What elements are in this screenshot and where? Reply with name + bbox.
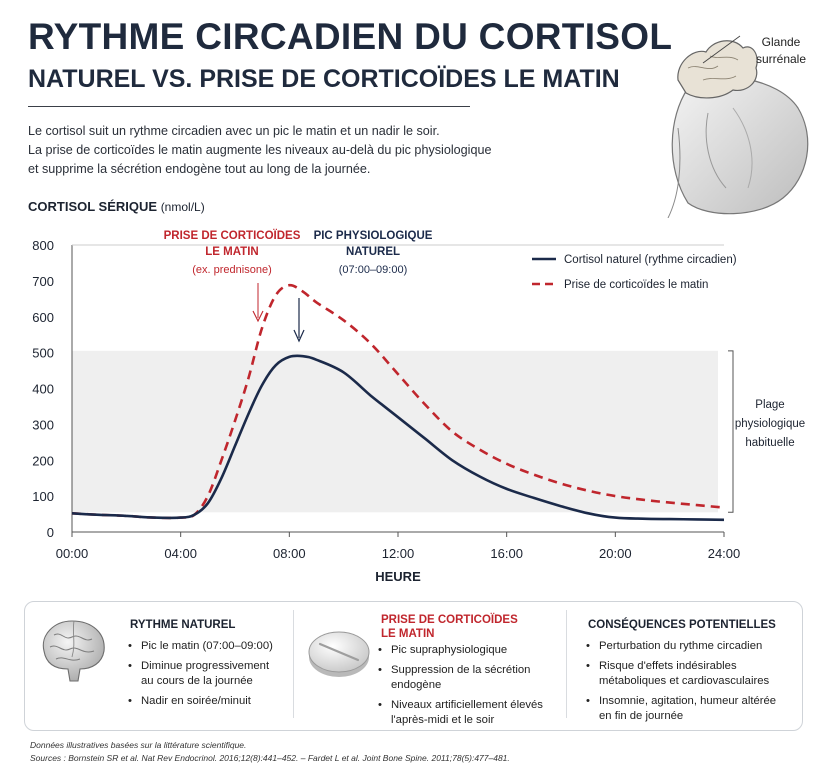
y-axis-title: CORTISOL SÉRIQUE (nmol/L) xyxy=(28,199,205,214)
y-tick-label: 0 xyxy=(47,525,54,540)
panel-list-corticoids: Pic supraphysiologique Suppression de la… xyxy=(378,643,543,733)
intro-line: La prise de corticoïdes le matin augment… xyxy=(28,143,492,157)
annotation-title-line: NATUREL xyxy=(346,246,400,258)
list-item: Nadir en soirée/minuit xyxy=(128,694,278,710)
list-item: Risque d'effets indésirables métabolique… xyxy=(586,659,782,690)
intro-text: Le cortisol suit un rythme circadien ave… xyxy=(28,122,548,179)
range-label-line: Plage xyxy=(755,399,784,411)
y-tick-label: 800 xyxy=(32,238,54,253)
list-item: Niveaux artificiellement élevés l'après-… xyxy=(378,698,543,729)
y-tick-label: 700 xyxy=(32,274,54,289)
y-tick-label: 600 xyxy=(32,310,54,325)
brain-icon xyxy=(42,620,105,682)
page-title: RYTHME CIRCADIEN DU CORTISOL xyxy=(28,16,673,57)
title-divider xyxy=(28,106,470,107)
range-label-line: physiologique xyxy=(735,418,805,430)
annotation-title-line: LE MATIN xyxy=(205,246,258,258)
panel-title-consequences: CONSÉQUENCES POTENTIELLES xyxy=(588,619,776,631)
panel-title-natural: RYTHME NATUREL xyxy=(130,619,236,631)
panel-divider xyxy=(293,610,294,718)
list-item: Diminue progressivement au cours de la j… xyxy=(128,659,278,690)
panel-list-consequences: Perturbation du rythme circadien Risque … xyxy=(586,639,782,729)
y-axis-label: CORTISOL SÉRIQUE xyxy=(28,199,158,214)
x-tick-label: 16:00 xyxy=(490,546,523,561)
range-bracket xyxy=(728,350,734,513)
pill-icon xyxy=(308,631,370,677)
adrenal-gland-icon xyxy=(667,35,809,218)
list-item: Pic le matin (07:00–09:00) xyxy=(128,639,278,655)
series-line-natural xyxy=(71,354,725,522)
y-axis-unit: (nmol/L) xyxy=(160,200,205,214)
intro-line: Le cortisol suit un rythme circadien ave… xyxy=(28,124,440,138)
gland-label: Glande surrénale xyxy=(736,34,826,68)
footer-sources: Sources : Bornstein SR et al. Nat Rev En… xyxy=(30,753,510,763)
annotation-arrow-head xyxy=(252,310,264,323)
annotation-sub: (07:00–09:00) xyxy=(339,264,408,276)
gland-label-line: surrénale xyxy=(755,52,807,66)
list-item: Pic supraphysiologique xyxy=(378,643,543,659)
x-tick-label: 24:00 xyxy=(708,546,741,561)
x-tick-label: 00:00 xyxy=(56,546,89,561)
physiological-range-band xyxy=(72,350,718,513)
annotation-title-line: PIC PHYSIOLOGIQUE xyxy=(314,230,433,242)
y-tick-label: 200 xyxy=(32,453,54,468)
y-tick-label: 500 xyxy=(32,346,54,361)
cortisol-chart: 0 100 200 300 400 500 600 700 800 00:00 04:00 08:00… xyxy=(32,229,805,584)
list-item: Insomnie, agitation, humeur altérée en f… xyxy=(586,694,782,725)
panel-list-natural: Pic le matin (07:00–09:00) Diminue progr… xyxy=(128,639,278,713)
annotation-arrow-head xyxy=(293,329,305,343)
x-tick-label: 04:00 xyxy=(164,546,197,561)
annotation-title-line: PRISE DE CORTICOÏDES xyxy=(164,229,301,242)
annotation-sub: (ex. prednisone) xyxy=(192,264,272,276)
y-tick-label: 400 xyxy=(32,382,54,397)
range-label-line: habituelle xyxy=(745,437,794,449)
x-tick-label: 20:00 xyxy=(599,546,632,561)
legend-label: Cortisol naturel (rythme circadien) xyxy=(564,254,737,266)
list-item: Perturbation du rythme circadien xyxy=(586,639,782,655)
panel-title-corticoids: PRISE DE CORTICOÏDES LE MATIN xyxy=(381,613,518,641)
x-tick-label: 12:00 xyxy=(382,546,415,561)
x-axis-title: HEURE xyxy=(375,569,421,584)
legend-label: Prise de corticoïdes le matin xyxy=(564,279,708,291)
gland-label-line: Glande xyxy=(761,35,801,49)
y-tick-label: 300 xyxy=(32,417,54,432)
panel-title-line: PRISE DE CORTICOÏDES xyxy=(381,614,518,626)
panel-title-line: LE MATIN xyxy=(381,628,435,640)
y-tick-label: 100 xyxy=(32,489,54,504)
intro-line: et supprime la sécrétion endogène tout a… xyxy=(28,162,371,176)
page-subtitle: NATUREL VS. PRISE DE CORTICOÏDES LE MATI… xyxy=(28,65,620,93)
list-item: Suppression de la sécrétion endogène xyxy=(378,663,543,694)
x-tick-label: 08:00 xyxy=(273,546,306,561)
footer-note: Données illustratives basées sur la litt… xyxy=(30,740,247,750)
panel-divider xyxy=(566,610,567,718)
